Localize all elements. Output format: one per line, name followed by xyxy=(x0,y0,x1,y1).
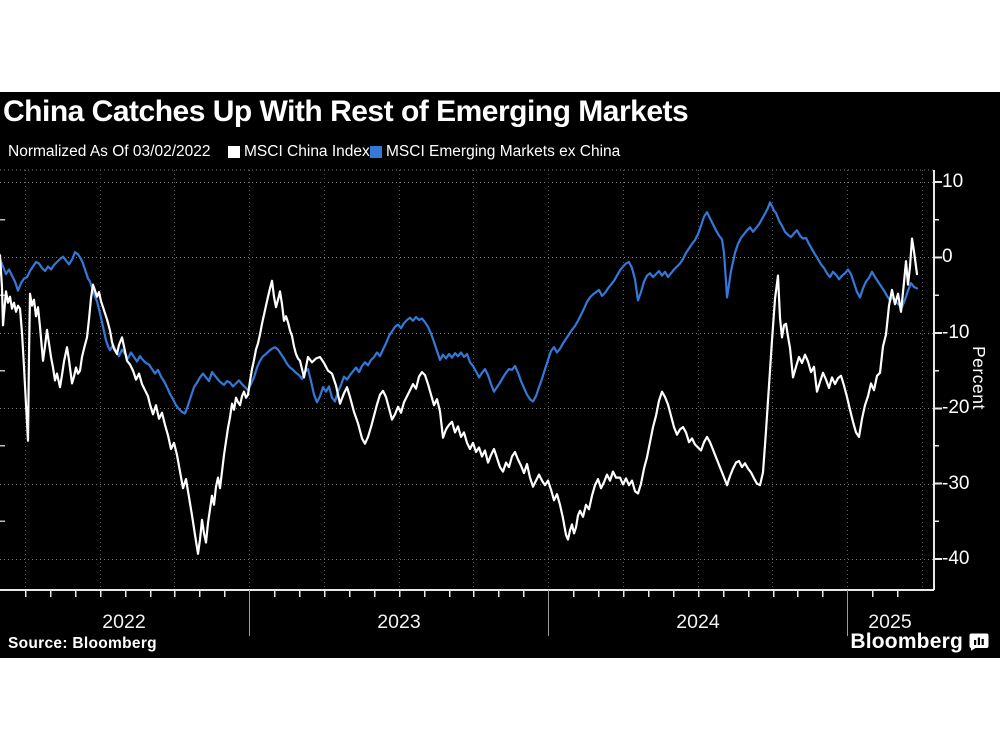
y-tick-label: 10 xyxy=(942,171,964,193)
y-tick-label: -40 xyxy=(942,548,970,570)
x-year-label: 2025 xyxy=(868,611,912,633)
y-tick-label: -30 xyxy=(942,472,970,494)
chart-svg xyxy=(0,169,942,636)
legend-item-msci-china: MSCI China Index xyxy=(228,143,370,161)
y-tick-label: 0 xyxy=(942,246,953,268)
x-year-label: 2024 xyxy=(676,611,720,633)
legend-swatch-em-ex-china xyxy=(370,146,382,158)
bloomberg-chart-bubble-icon xyxy=(969,633,989,651)
chart-title: China Catches Up With Rest of Emerging M… xyxy=(3,95,689,128)
y-tick-label: -10 xyxy=(942,321,970,343)
chart-legend: Normalized As Of 03/02/2022 MSCI China I… xyxy=(0,143,1000,163)
series-line-msci-china-index xyxy=(0,237,919,555)
y-tick-label: -20 xyxy=(942,397,970,419)
legend-label-em-ex-china: MSCI Emerging Markets ex China xyxy=(386,143,621,160)
legend-item-em-ex-china: MSCI Emerging Markets ex China xyxy=(370,143,620,161)
y-axis-title: Percent xyxy=(969,346,989,410)
series-line-msci-emerging-markets-ex-china xyxy=(0,201,919,415)
x-year-label: 2023 xyxy=(377,611,421,633)
bloomberg-wordmark: Bloomberg xyxy=(850,630,963,653)
source-credit: Source: Bloomberg xyxy=(8,635,157,652)
chart-panel: China Catches Up With Rest of Emerging M… xyxy=(0,92,1000,658)
legend-normalization-note: Normalized As Of 03/02/2022 xyxy=(8,143,211,160)
legend-swatch-msci-china xyxy=(228,146,240,158)
bloomberg-brand: Bloomberg xyxy=(850,630,989,654)
legend-label-msci-china: MSCI China Index xyxy=(244,143,370,160)
x-year-label: 2022 xyxy=(102,611,146,633)
